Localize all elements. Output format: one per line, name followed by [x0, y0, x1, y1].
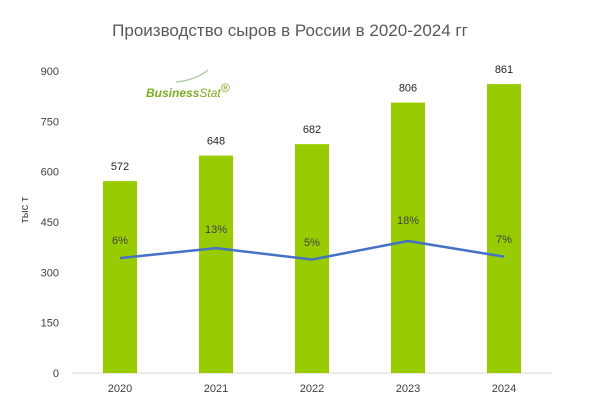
y-axis-label: тыс т	[19, 197, 31, 224]
bar-value-label: 806	[399, 83, 417, 95]
y-tick-label: 300	[41, 267, 59, 279]
growth-label: 13%	[205, 224, 227, 236]
x-tick-label: 2023	[396, 383, 420, 395]
bar	[487, 84, 521, 373]
bar-value-label: 682	[303, 124, 321, 136]
x-tick-label: 2022	[300, 383, 324, 395]
y-tick-label: 150	[41, 318, 59, 330]
x-tick-label: 2024	[492, 383, 516, 395]
bar-value-label: 648	[207, 136, 225, 148]
y-tick-label: 900	[41, 66, 59, 78]
y-tick-label: 750	[41, 116, 59, 128]
growth-label: 6%	[112, 235, 128, 247]
y-tick-label: 450	[41, 217, 59, 229]
y-tick-label: 0	[53, 368, 59, 380]
x-axis: 2020 2021 2022 2023 2024	[108, 383, 516, 395]
x-tick-label: 2021	[204, 383, 228, 395]
bar-data-labels: 572 648 682 806 861	[111, 64, 513, 173]
growth-line-series: 6% 13% 5% 18% 7%	[112, 215, 512, 261]
bar-value-label: 572	[111, 161, 129, 173]
chart-title: Производство сыров в России в 2020-2024 …	[112, 21, 468, 40]
logo: BusinessStat®	[146, 69, 230, 100]
y-axis: 0 150 300 450 600 750 900	[41, 66, 59, 380]
logo-text: BusinessStat®	[146, 81, 230, 100]
growth-label: 18%	[397, 215, 419, 227]
bar	[103, 181, 137, 373]
y-tick-label: 600	[41, 167, 59, 179]
bar	[391, 102, 425, 373]
bar-series	[103, 84, 521, 373]
logo-swoosh-icon	[175, 69, 209, 83]
growth-label: 5%	[304, 237, 320, 249]
growth-label: 7%	[496, 234, 512, 246]
x-tick-label: 2020	[108, 383, 132, 395]
bar	[199, 155, 233, 373]
bar-value-label: 861	[495, 64, 513, 76]
